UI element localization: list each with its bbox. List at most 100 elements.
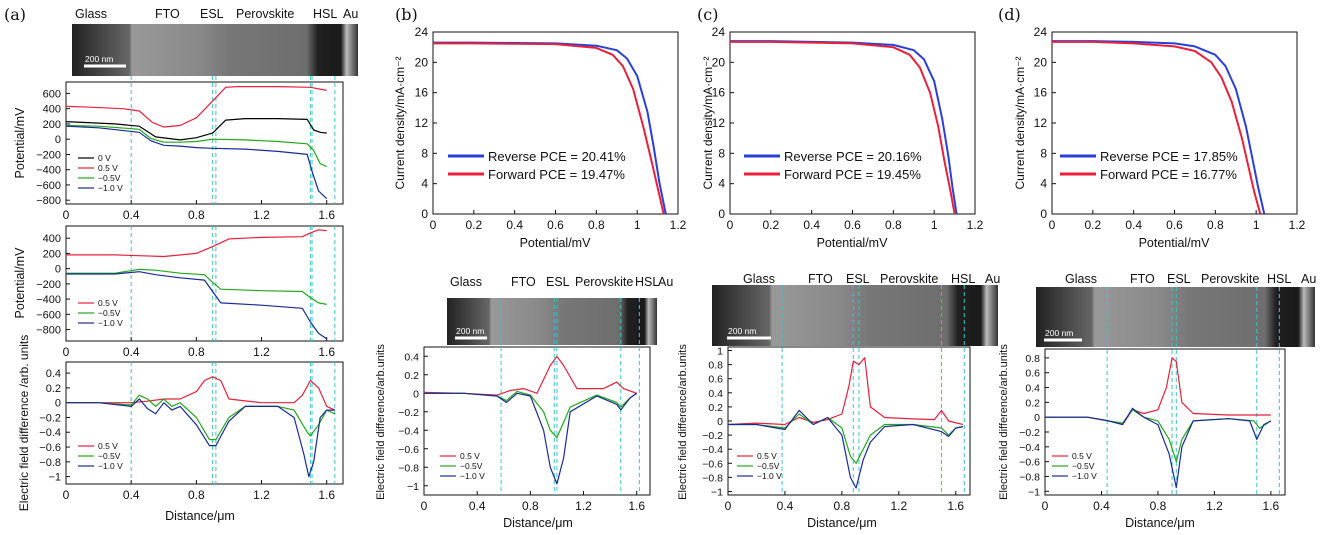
x-axis-label: Distance/μm bbox=[807, 516, 877, 530]
layer-label: ESL bbox=[546, 275, 570, 289]
y-tick-label: −400 bbox=[36, 165, 61, 177]
series-line--0.5v bbox=[728, 413, 964, 464]
y-tick-label: −800 bbox=[36, 325, 61, 337]
x-tick-label: 0 bbox=[725, 499, 732, 513]
legend: Reverse PCE = 20.41% Forward PCE = 19.47% bbox=[448, 149, 626, 182]
layer-label: Glass bbox=[743, 272, 775, 286]
x-tick-label: 0 bbox=[430, 218, 437, 232]
x-tick-label: 0.6 bbox=[1166, 218, 1183, 232]
legend-label: −0.5V bbox=[98, 451, 121, 461]
legend-label: −1.0 V bbox=[460, 471, 485, 481]
x-tick-label: 1.2 bbox=[253, 488, 270, 502]
layer-label: FTO bbox=[155, 7, 180, 21]
legend: Reverse PCE = 20.16% Forward PCE = 19.45% bbox=[744, 149, 922, 182]
y-tick-label: −800 bbox=[36, 195, 61, 207]
x-axis-label: Distance/μm bbox=[503, 516, 573, 530]
x-axis-label: Distance/μm bbox=[165, 509, 235, 523]
y-tick-label: 4 bbox=[718, 177, 725, 191]
panel-label: (d) bbox=[998, 5, 1021, 24]
y-tick-label: 4 bbox=[1040, 177, 1047, 191]
legend-label: 0.5 V bbox=[757, 451, 777, 461]
layer-label: FTO bbox=[1130, 272, 1155, 286]
legend-label: Reverse PCE = 20.41% bbox=[488, 149, 626, 164]
legend: 0.5 V−0.5V−1.0 V bbox=[440, 451, 485, 481]
layer-label: ESL bbox=[1167, 272, 1191, 286]
layer-label: ESL bbox=[200, 7, 224, 21]
legend: 0.5 V−0.5V−1.0 V bbox=[1052, 451, 1097, 481]
scale-bar-label: 200 nm bbox=[85, 54, 113, 64]
x-tick-label: 1 bbox=[1253, 218, 1260, 232]
x-tick-label: 0.6 bbox=[844, 218, 861, 232]
y-tick-label: 0.4 bbox=[46, 368, 61, 380]
y-tick-label: −0.8 bbox=[702, 472, 723, 484]
legend-label: −0.5V bbox=[98, 173, 121, 183]
y-tick-label: 1 bbox=[717, 346, 723, 358]
y-tick-label: 12 bbox=[712, 116, 726, 130]
plot-frame bbox=[65, 361, 344, 485]
y-tick-label: −0.4 bbox=[39, 427, 61, 439]
y-tick-label: 20 bbox=[712, 55, 726, 69]
y-tick-label: 400 bbox=[43, 233, 61, 245]
layer-label: HSL bbox=[635, 275, 659, 289]
y-tick-label: −1 bbox=[1028, 486, 1040, 498]
y-tick-label: −200 bbox=[36, 279, 61, 291]
y-tick-label: 0.4 bbox=[708, 388, 723, 400]
series-line-0.5v bbox=[66, 376, 336, 411]
x-tick-label: 1.2 bbox=[890, 499, 907, 513]
y-tick-label: 0.2 bbox=[404, 370, 419, 382]
legend-label: −0.5V bbox=[757, 461, 780, 471]
x-tick-label: 0 bbox=[63, 345, 70, 359]
y-tick-label: 0.8 bbox=[1025, 353, 1040, 365]
x-tick-label: 1.2 bbox=[1289, 218, 1306, 232]
y-tick-label: 0.2 bbox=[1025, 397, 1040, 409]
x-tick-label: 1 bbox=[931, 218, 938, 232]
y-tick-label: 400 bbox=[43, 104, 61, 116]
y-axis-label: Potential/mV bbox=[13, 107, 27, 179]
legend: 0.5 V−0.5V−1.0 V bbox=[78, 298, 123, 328]
layer-label: Perovskite bbox=[236, 7, 294, 21]
y-tick-label: 0 bbox=[55, 264, 61, 276]
x-tick-label: 0.4 bbox=[123, 208, 140, 222]
x-tick-label: 1.6 bbox=[318, 488, 335, 502]
y-tick-label: −0.6 bbox=[1019, 457, 1040, 469]
x-tick-label: 0.4 bbox=[123, 488, 140, 502]
layer-label: Glass bbox=[75, 7, 107, 21]
x-tick-label: 0.4 bbox=[777, 499, 794, 513]
legend-label: 0.5 V bbox=[98, 163, 118, 173]
layer-label: FTO bbox=[808, 272, 833, 286]
legend-label: 0.5 V bbox=[1072, 451, 1092, 461]
x-tick-label: 1.6 bbox=[947, 499, 964, 513]
layer-label: Au bbox=[658, 275, 673, 289]
y-tick-label: 0.2 bbox=[46, 383, 61, 395]
series-line--0.5v bbox=[66, 394, 336, 441]
y-tick-label: −0.2 bbox=[39, 412, 61, 424]
y-tick-label: 0.4 bbox=[1025, 383, 1040, 395]
y-axis-label: Electric field difference/arb.units bbox=[677, 344, 689, 500]
y-tick-label: 200 bbox=[43, 248, 61, 260]
y-tick-label: 0 bbox=[55, 134, 61, 146]
legend-label: 0.5 V bbox=[98, 298, 118, 308]
panel-label: (a) bbox=[4, 5, 26, 24]
x-tick-label: 1.2 bbox=[967, 218, 984, 232]
x-tick-label: 0.4 bbox=[1125, 218, 1142, 232]
x-tick-label: 0 bbox=[1049, 218, 1056, 232]
y-tick-label: −200 bbox=[36, 149, 61, 161]
legend-label: −1.0 V bbox=[98, 318, 123, 328]
series-line-0.5v bbox=[66, 229, 327, 258]
y-tick-label: −0.4 bbox=[398, 425, 419, 437]
sem-image-a-sem: Glass FTO ESL Perovskite HSL Au 200 nm bbox=[72, 7, 358, 76]
y-tick-label: 0 bbox=[1040, 207, 1047, 221]
series-line-0.5v bbox=[65, 86, 327, 128]
y-tick-label: 12 bbox=[415, 116, 429, 130]
x-tick-label: 1.2 bbox=[575, 499, 592, 513]
x-tick-label: 0.8 bbox=[885, 218, 902, 232]
y-tick-label: 4 bbox=[421, 177, 428, 191]
legend-label: −1.0 V bbox=[1072, 471, 1097, 481]
y-tick-label: 200 bbox=[43, 119, 61, 131]
y-tick-label: 0 bbox=[718, 207, 725, 221]
legend-label: Forward PCE = 19.45% bbox=[784, 167, 921, 182]
y-tick-label: −600 bbox=[36, 309, 61, 321]
legend-label: Forward PCE = 16.77% bbox=[1100, 167, 1237, 182]
y-tick-label: 20 bbox=[415, 55, 429, 69]
scale-bar-label: 200 nm bbox=[456, 326, 484, 336]
